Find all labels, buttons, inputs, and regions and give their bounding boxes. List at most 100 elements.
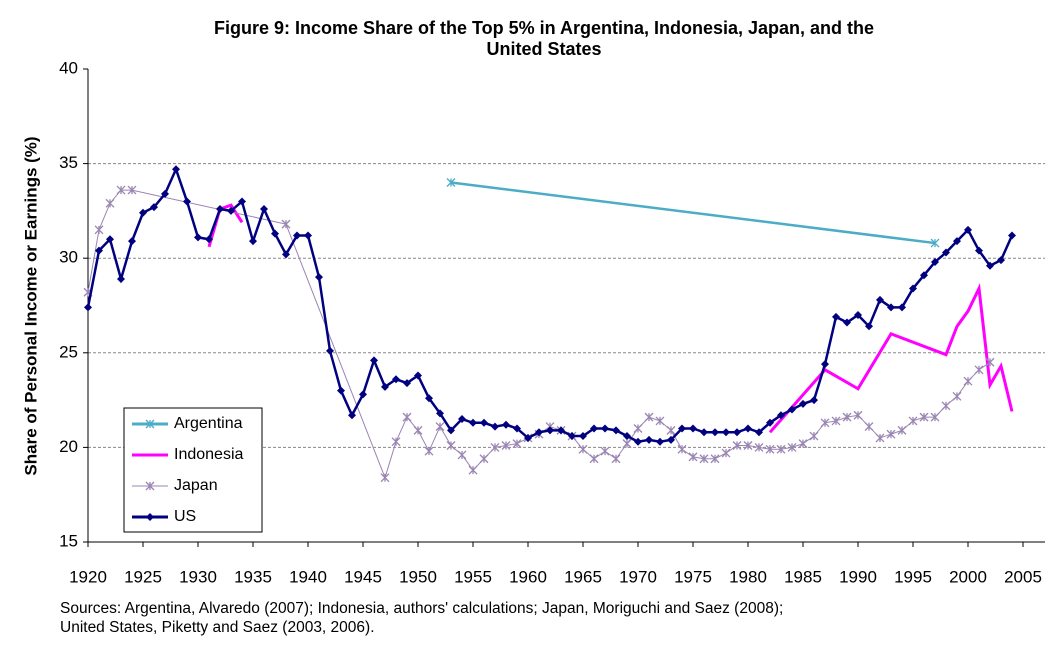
x-tick-label: 1990 — [839, 567, 877, 586]
point — [975, 246, 983, 255]
point — [403, 379, 411, 388]
point — [502, 420, 510, 429]
point — [116, 185, 126, 195]
point — [611, 454, 621, 464]
series-line — [450, 181, 936, 245]
x-tick-label: 1975 — [674, 567, 712, 586]
y-tick-label: 30 — [59, 248, 78, 267]
point — [919, 412, 929, 422]
point — [106, 235, 114, 244]
point — [865, 322, 873, 331]
point — [644, 412, 654, 422]
x-tick-label: 1920 — [69, 567, 107, 586]
point — [480, 418, 488, 427]
point — [95, 246, 103, 255]
point — [391, 437, 401, 447]
point — [699, 454, 709, 464]
point — [601, 424, 609, 433]
point — [139, 208, 147, 217]
point — [348, 411, 356, 420]
point — [711, 428, 719, 437]
point — [952, 391, 962, 401]
point — [105, 198, 115, 208]
point — [799, 399, 807, 408]
point — [831, 416, 841, 426]
point — [820, 418, 830, 428]
point — [281, 219, 291, 229]
point — [315, 273, 323, 282]
point — [666, 425, 676, 435]
point — [875, 433, 885, 443]
point — [777, 411, 785, 420]
point — [457, 450, 467, 460]
point — [271, 229, 279, 238]
point — [117, 275, 125, 284]
point — [909, 284, 917, 293]
point — [887, 303, 895, 312]
x-tick-label: 1960 — [509, 567, 547, 586]
point — [985, 357, 995, 367]
point — [809, 431, 819, 441]
legend-box — [123, 407, 263, 533]
point — [677, 444, 687, 454]
point — [974, 365, 984, 375]
point — [744, 424, 752, 433]
point — [568, 432, 576, 441]
point — [798, 439, 808, 449]
point — [853, 410, 863, 420]
point — [172, 165, 180, 174]
point — [810, 396, 818, 405]
point — [145, 419, 155, 429]
point — [755, 428, 763, 437]
series-line — [207, 203, 1014, 434]
point — [84, 303, 92, 312]
x-tick-label: 1955 — [454, 567, 492, 586]
point — [337, 386, 345, 395]
point — [688, 452, 698, 462]
point — [963, 376, 973, 386]
point — [743, 441, 753, 450]
point — [931, 257, 939, 266]
point — [710, 454, 720, 464]
point — [216, 205, 224, 214]
point — [435, 422, 445, 432]
point — [667, 435, 675, 444]
point — [941, 401, 951, 411]
point — [381, 382, 389, 391]
point — [920, 271, 928, 280]
point — [633, 424, 643, 433]
legend-label: Argentina — [174, 415, 243, 432]
point — [446, 441, 456, 450]
point — [458, 415, 466, 424]
point — [886, 429, 896, 439]
x-tick-label: 2005 — [1004, 567, 1042, 586]
y-tick-label: 35 — [59, 153, 78, 172]
point — [722, 428, 730, 437]
legend-label: Indonesia — [174, 446, 243, 463]
point — [524, 433, 532, 442]
point — [436, 409, 444, 418]
point — [194, 233, 202, 242]
x-tick-label: 1945 — [344, 567, 382, 586]
point — [930, 238, 940, 248]
y-tick-label: 15 — [59, 531, 78, 550]
point — [942, 248, 950, 257]
point — [413, 425, 423, 435]
chart-title: Figure 9: Income Share of the Top 5% in … — [213, 18, 875, 59]
point — [479, 454, 489, 464]
point — [776, 444, 786, 454]
point — [689, 424, 697, 433]
point — [491, 422, 499, 431]
legend-label: Japan — [174, 477, 218, 494]
series-line — [86, 165, 1014, 444]
point — [589, 454, 599, 464]
point — [424, 446, 434, 456]
x-tick-label: 2000 — [949, 567, 987, 586]
point — [622, 439, 632, 449]
point — [612, 426, 620, 435]
x-tick-label: 1980 — [729, 567, 767, 586]
y-tick-label: 20 — [59, 437, 78, 456]
point — [623, 432, 631, 441]
point — [634, 437, 642, 446]
point — [600, 446, 610, 456]
